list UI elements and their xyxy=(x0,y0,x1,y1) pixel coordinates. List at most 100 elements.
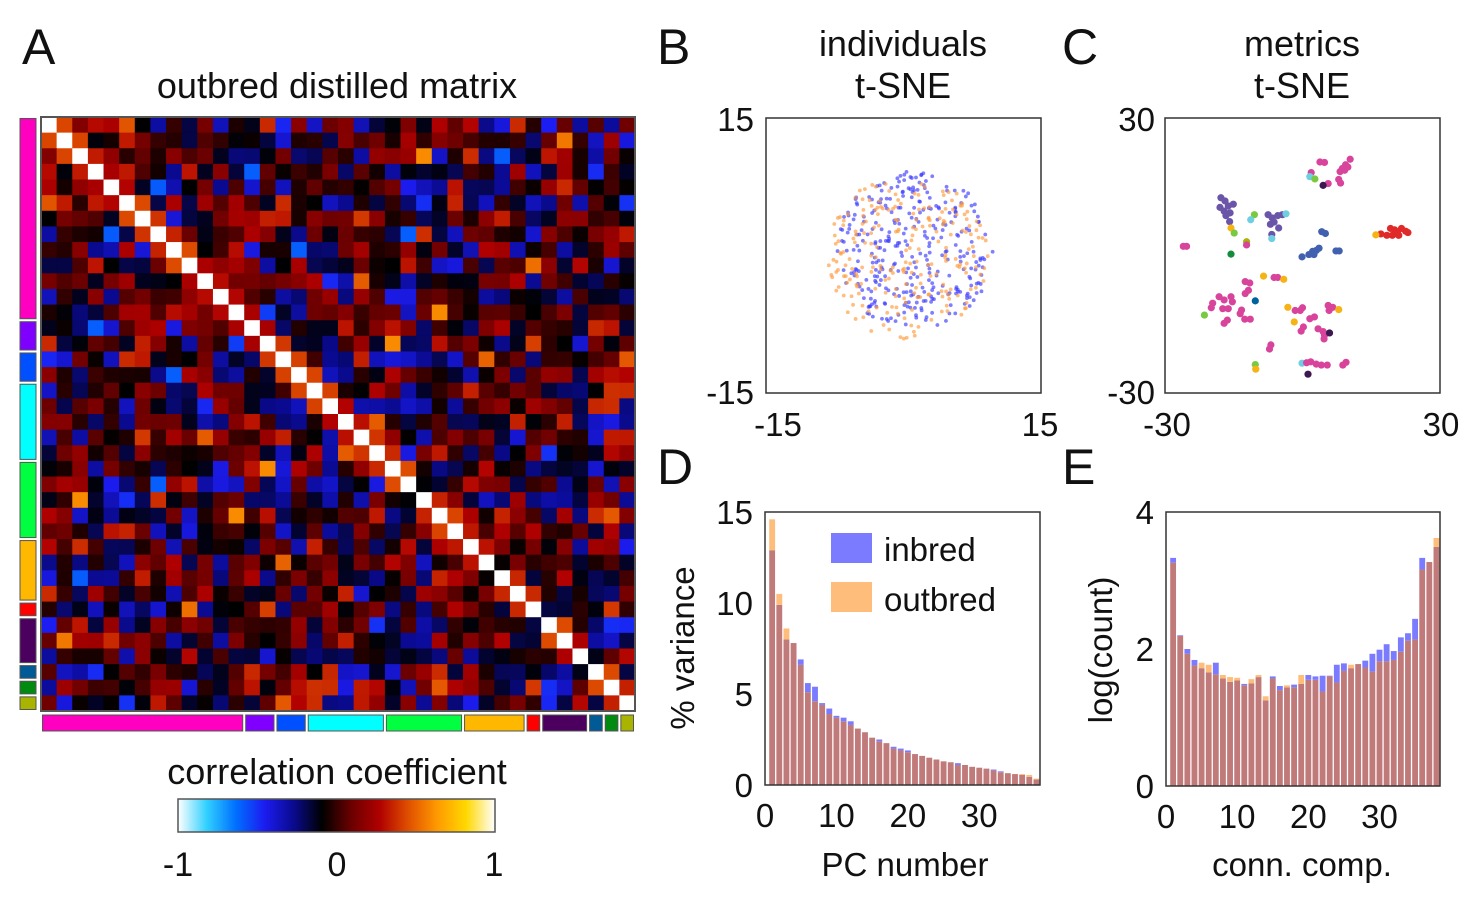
heatmap-cell xyxy=(306,320,323,337)
heatmap-cell xyxy=(306,460,323,478)
heatmap-cell xyxy=(134,554,151,571)
heatmap-cell xyxy=(275,242,292,259)
point-inbred xyxy=(866,287,871,291)
heatmap-cell xyxy=(447,257,464,274)
point-outbred xyxy=(893,192,898,197)
point-inbred xyxy=(893,319,898,324)
xtick-label: 30 xyxy=(1361,798,1398,835)
metric-point xyxy=(1320,158,1329,167)
heatmap-cell xyxy=(369,132,386,149)
heatmap-cell xyxy=(56,242,73,259)
heatmap-cell xyxy=(103,195,120,212)
heatmap-cell xyxy=(431,554,448,571)
point-outbred xyxy=(968,232,973,237)
point-outbred xyxy=(843,263,848,268)
heatmap-cell xyxy=(619,163,636,181)
point-outbred xyxy=(901,336,906,341)
heatmap-cell xyxy=(212,695,230,712)
heatmap-cell xyxy=(275,398,292,415)
heatmap-cell xyxy=(291,179,308,196)
heatmap-cell xyxy=(134,242,151,259)
point-inbred xyxy=(883,274,888,279)
ytick-label: 0 xyxy=(735,767,753,804)
point-outbred xyxy=(853,232,858,237)
bar-inbred-excess xyxy=(1333,664,1340,683)
bar-overlap xyxy=(1348,668,1354,786)
heatmap-cell xyxy=(369,554,386,571)
heatmap-cell xyxy=(150,414,167,431)
heatmap-cell xyxy=(588,492,605,509)
heatmap-cell xyxy=(103,492,120,509)
heatmap-cell xyxy=(72,257,89,274)
heatmap-cell xyxy=(166,539,183,556)
point-outbred xyxy=(946,292,951,297)
point-outbred xyxy=(890,265,895,270)
point-inbred xyxy=(855,243,860,248)
point-outbred xyxy=(898,201,903,206)
heatmap-cell xyxy=(72,117,89,134)
point-inbred xyxy=(895,244,900,248)
heatmap-cell xyxy=(212,648,230,665)
point-outbred xyxy=(919,182,924,186)
xtick-label: 10 xyxy=(818,797,855,834)
heatmap-cell xyxy=(244,648,261,665)
heatmap-cell xyxy=(556,367,573,384)
heatmap-cell xyxy=(463,257,480,274)
point-inbred xyxy=(849,271,854,276)
heatmap-cell xyxy=(72,179,89,196)
heatmap-cell xyxy=(588,132,605,149)
point-inbred xyxy=(930,174,935,179)
heatmap-cell xyxy=(212,335,230,352)
bar-overlap xyxy=(812,701,818,785)
heatmap-cell xyxy=(119,585,136,603)
point-inbred xyxy=(930,288,935,292)
bar-overlap xyxy=(1227,681,1233,786)
heatmap-cell xyxy=(478,632,495,649)
heatmap-cell xyxy=(197,445,214,462)
heatmap-cell xyxy=(463,695,480,712)
heatmap-cell xyxy=(134,320,151,337)
bar-overlap xyxy=(1319,691,1326,786)
heatmap-cell xyxy=(509,163,527,181)
point-inbred xyxy=(895,176,900,181)
heatmap-cell xyxy=(103,554,120,571)
metric-point xyxy=(1282,210,1290,218)
point-inbred xyxy=(903,226,908,231)
heatmap-cell xyxy=(134,617,151,634)
heatmap-cell xyxy=(228,585,245,603)
heatmap-cell xyxy=(275,273,292,290)
heatmap-cell xyxy=(603,445,620,462)
heatmap-cell xyxy=(369,414,386,431)
heatmap-cell xyxy=(212,273,230,290)
heatmap-cell xyxy=(384,398,402,415)
heatmap-cell xyxy=(72,554,89,571)
point-inbred xyxy=(914,175,918,180)
heatmap-cell xyxy=(259,476,276,493)
heatmap-cell xyxy=(338,539,355,556)
metric-point xyxy=(1317,361,1325,369)
heatmap-cell xyxy=(541,148,558,165)
point-outbred xyxy=(876,212,880,217)
point-outbred xyxy=(853,229,858,234)
metric-point xyxy=(1341,166,1349,174)
heatmap-cell xyxy=(603,367,620,384)
heatmap-cell xyxy=(619,523,636,540)
heatmap-cell xyxy=(322,398,339,415)
heatmap-cell xyxy=(525,351,542,368)
heatmap-cell xyxy=(384,195,402,212)
heatmap-cell xyxy=(103,179,120,196)
heatmap-cell xyxy=(275,507,292,524)
heatmap-cell xyxy=(463,429,480,446)
heatmap-cell xyxy=(72,242,89,259)
heatmap-cell xyxy=(166,320,183,337)
point-inbred xyxy=(895,241,900,245)
point-outbred xyxy=(916,247,921,252)
point-outbred xyxy=(863,240,867,245)
point-inbred xyxy=(927,266,932,271)
metric-point xyxy=(1265,345,1274,353)
heatmap-cell xyxy=(181,179,198,196)
heatmap-cell xyxy=(291,460,308,478)
heatmap-cell xyxy=(478,288,495,306)
point-outbred xyxy=(866,309,871,314)
heatmap-cell xyxy=(431,476,448,493)
